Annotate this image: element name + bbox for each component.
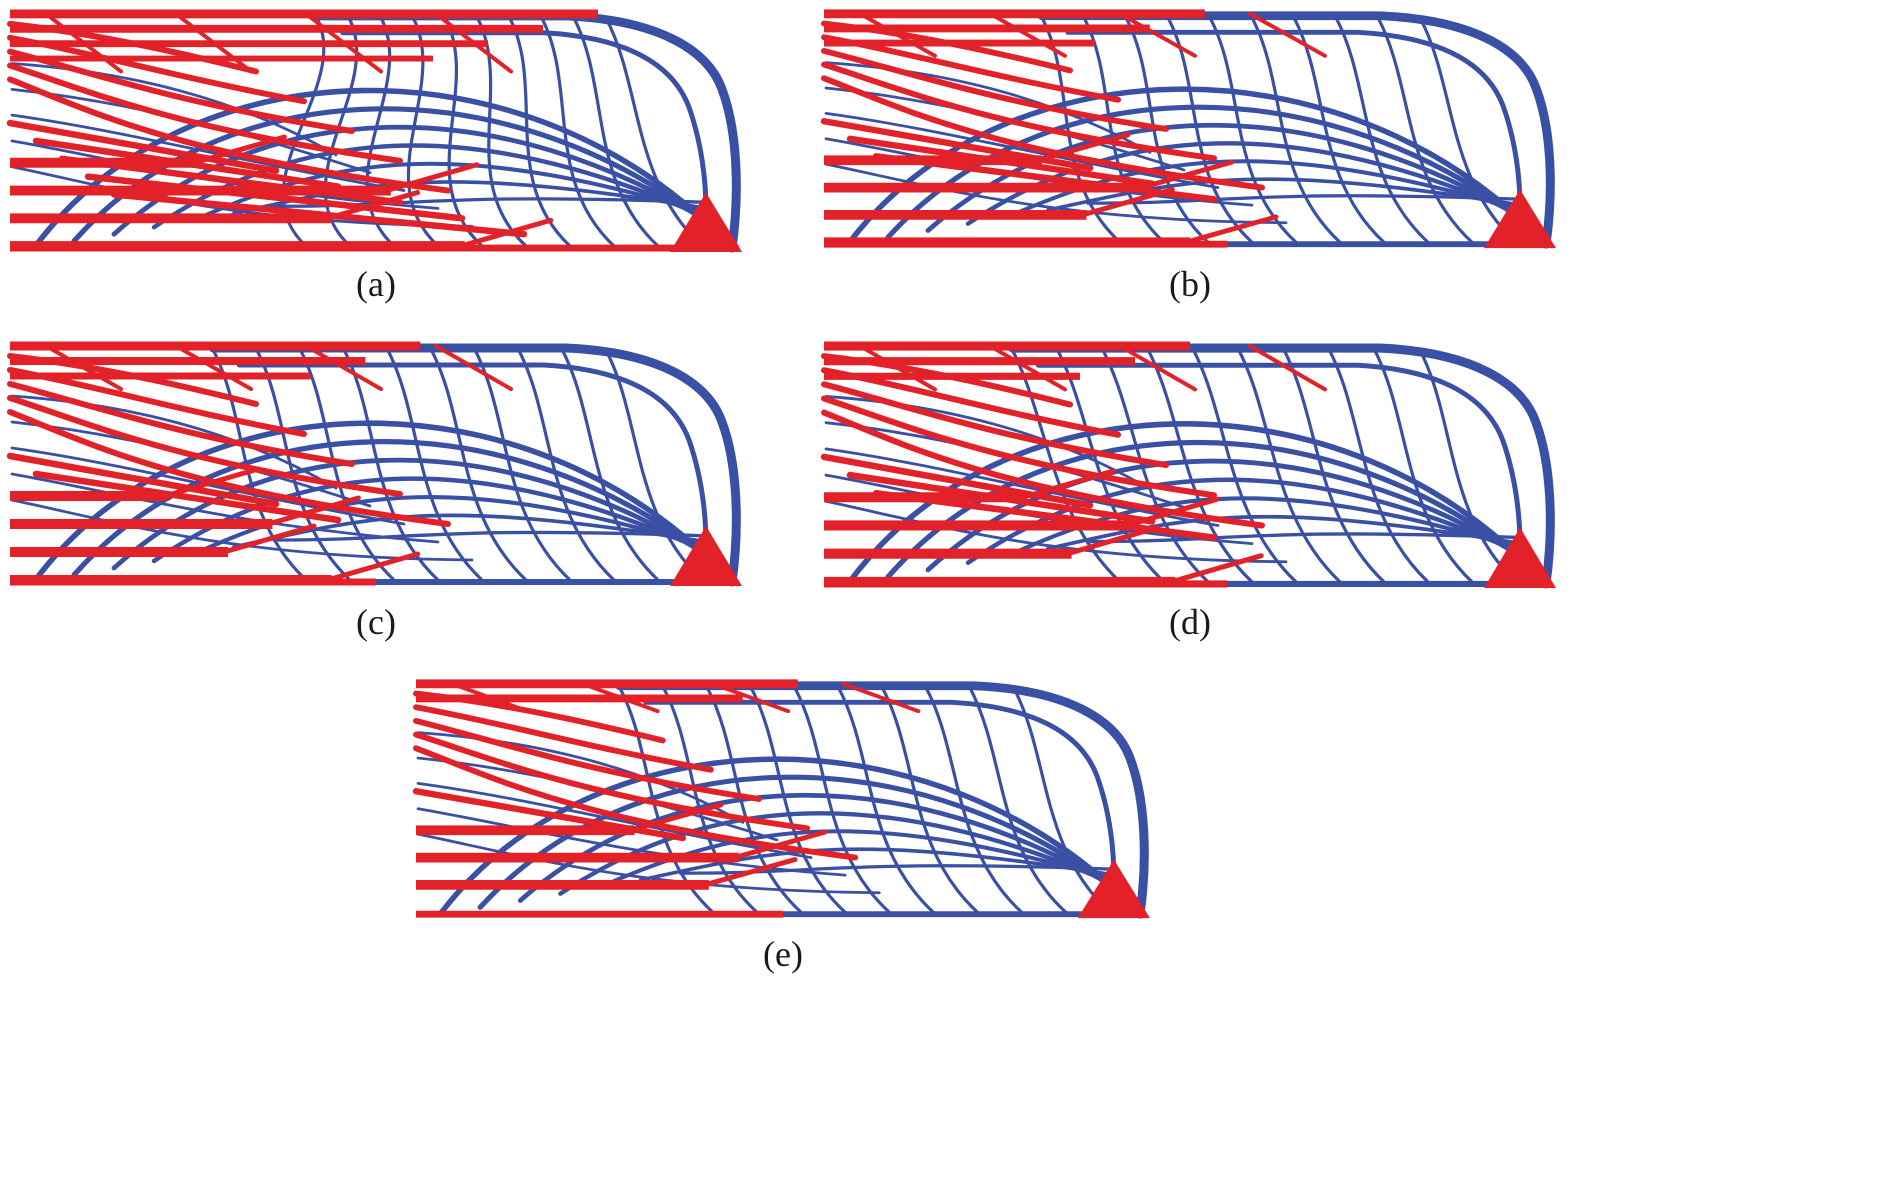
topology-structure-d — [820, 341, 1556, 589]
panel-e — [412, 676, 1154, 922]
red-members — [6, 9, 742, 253]
red-members — [412, 679, 1150, 919]
topology-structure-a — [6, 9, 742, 253]
topology-structure-e — [412, 679, 1150, 919]
topology-structure-c — [6, 341, 742, 587]
red-members — [6, 341, 742, 586]
panel-b — [820, 6, 1560, 252]
caption-a: (a) — [356, 264, 396, 304]
caption-e: (e) — [763, 934, 803, 974]
caption-b: (b) — [1169, 264, 1211, 304]
caption-c: (c) — [356, 602, 396, 642]
topology-structure-b — [820, 9, 1556, 249]
panel-c — [6, 338, 746, 590]
blue-members — [10, 11, 741, 253]
red-members — [820, 9, 1556, 249]
panel-a — [6, 6, 746, 256]
panel-d — [820, 338, 1560, 592]
blue-members — [416, 681, 1149, 919]
red-members — [820, 341, 1556, 588]
caption-d: (d) — [1169, 602, 1211, 642]
